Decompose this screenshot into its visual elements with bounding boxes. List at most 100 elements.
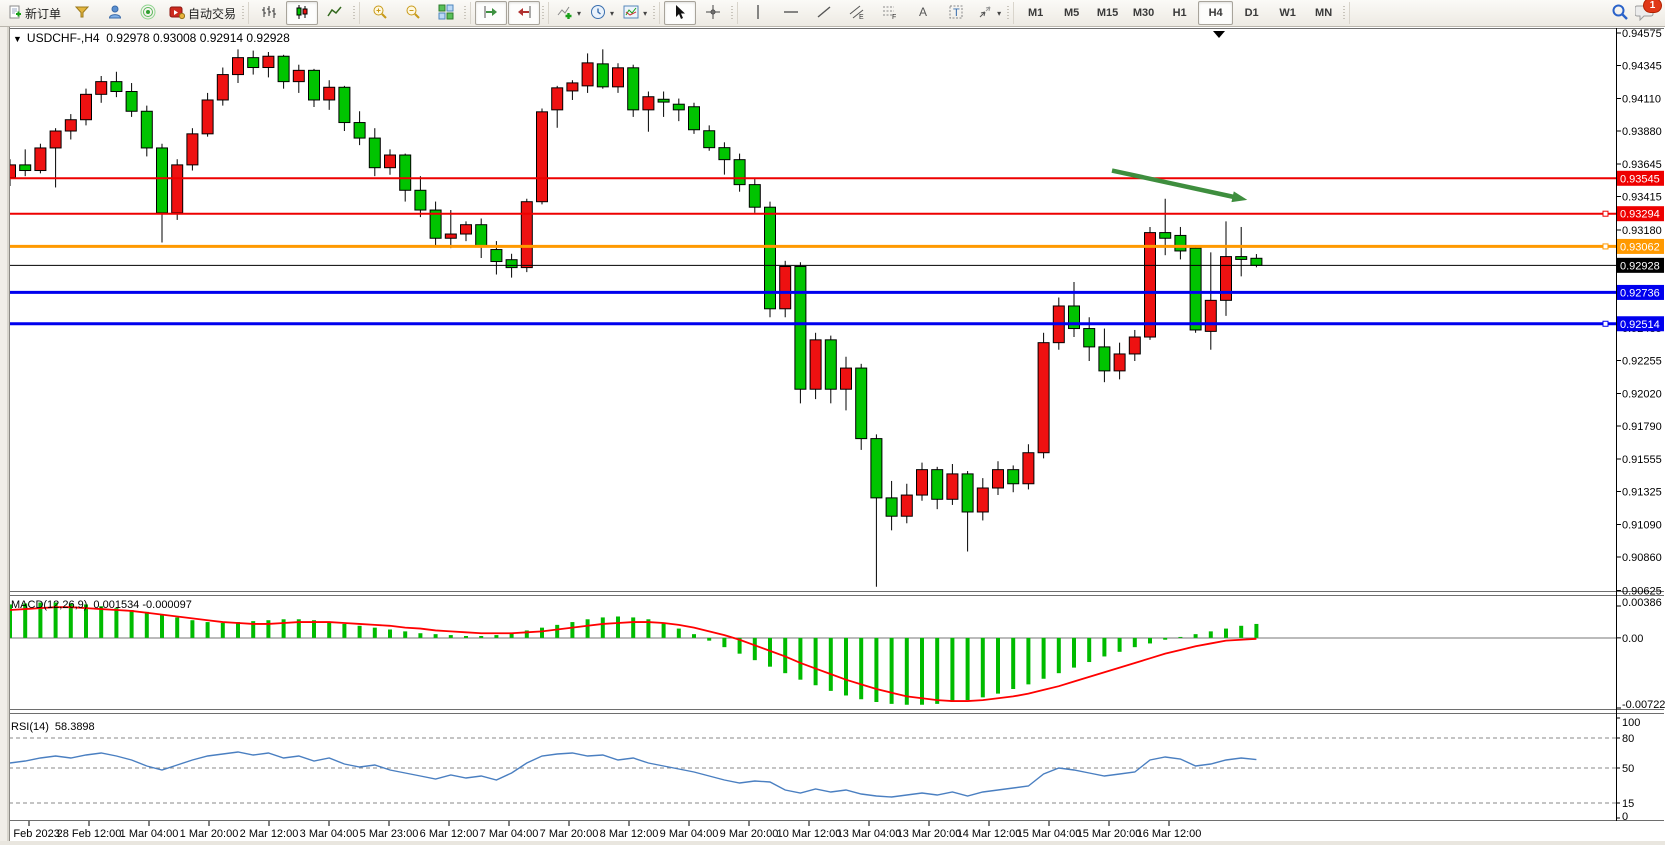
candle-body <box>156 147 168 214</box>
svg-text:0.92514: 0.92514 <box>1620 319 1660 331</box>
rsi-name: RSI(14) <box>11 721 49 733</box>
rsi-indicator-label: RSI(14) 58.3898 <box>11 721 95 733</box>
bar-chart-icon <box>261 4 277 23</box>
time-tick-label: 3 Mar 04:00 <box>300 828 359 840</box>
fibonacci-tool-button[interactable]: F <box>874 1 906 25</box>
zoom-out-button[interactable] <box>397 1 429 25</box>
candle-body <box>612 67 624 88</box>
candle-body <box>414 189 427 211</box>
price-tag: 0.93294 <box>1617 206 1664 222</box>
vertical-line-tool-button[interactable] <box>742 1 774 25</box>
line-handle[interactable] <box>1602 320 1609 327</box>
trendline-tool-button[interactable] <box>808 1 840 25</box>
candle-body <box>840 367 852 390</box>
price-tick-label: 0.93880 <box>1622 126 1662 138</box>
search-icon[interactable] <box>1611 3 1629 24</box>
crosshair-tool-button[interactable] <box>697 1 729 25</box>
time-tick-label: 14 Mar 12:00 <box>957 828 1022 840</box>
candle-body <box>353 122 366 139</box>
timeframe-h1-button[interactable]: H1 <box>1172 7 1187 19</box>
timeframe-m5-button[interactable]: M5 <box>1063 7 1080 19</box>
periods-button[interactable]: ▾ <box>586 1 618 25</box>
candle-body <box>946 473 959 500</box>
timeframe-h4-button[interactable]: H4 <box>1198 1 1234 25</box>
text-label-tool-button[interactable]: T <box>940 1 972 25</box>
price-tag: 0.92514 <box>1617 316 1664 332</box>
price-tick-label: 0.91090 <box>1622 520 1662 532</box>
candle-body <box>277 55 290 83</box>
time-tick-label: 16 Mar 12:00 <box>1137 828 1202 840</box>
candle-body <box>1068 305 1080 330</box>
indicators-dropdown-caret[interactable]: ▾ <box>577 8 582 18</box>
candle-body <box>1098 346 1111 372</box>
auto-scroll-icon <box>483 4 499 23</box>
zoom-in-button[interactable] <box>364 1 396 25</box>
candle-body <box>429 209 442 239</box>
price-tick-label: 0.93180 <box>1622 225 1662 237</box>
candlestick-mode-button[interactable] <box>286 1 319 25</box>
templates-dropdown-caret[interactable]: ▾ <box>643 8 648 18</box>
candle-body <box>931 469 944 500</box>
templates-button[interactable]: ▾ <box>619 1 651 25</box>
chart-shift-marker-icon[interactable] <box>1213 31 1225 38</box>
timeframe-mn-button[interactable]: MN <box>1315 7 1333 19</box>
price-axis[interactable]: 0.94575 0.94345 0.94110 0.93880 0.93645 0.934… <box>1616 28 1664 597</box>
candle-body <box>551 87 564 111</box>
candle-body <box>1189 247 1202 331</box>
channel-tool-button[interactable]: E <box>841 1 873 25</box>
candle-body <box>581 62 594 87</box>
cursor-tool-button[interactable] <box>664 1 697 25</box>
time-tick-label: 8 Mar 12:00 <box>600 828 659 840</box>
trend-arrow-object[interactable] <box>1111 168 1248 203</box>
candle-body <box>733 159 746 186</box>
candle-body <box>1235 256 1248 260</box>
time-tick-label: 2 Mar 12:00 <box>240 828 299 840</box>
toolbar-separator <box>730 2 739 24</box>
svg-text:F: F <box>892 14 896 20</box>
new-order-button[interactable]: 新订单 <box>4 1 65 25</box>
candle-body <box>536 111 548 203</box>
indicators-button[interactable]: ▾ <box>553 1 585 25</box>
line-handle[interactable] <box>1602 210 1609 217</box>
horizontal-line-tool-button[interactable] <box>775 1 807 25</box>
text-tool-button[interactable]: A <box>907 1 939 25</box>
toolbar-separator <box>1342 2 1351 24</box>
candle-body <box>80 93 92 121</box>
history-center-button[interactable] <box>66 1 98 25</box>
timeframe-m30-button[interactable]: M30 <box>1132 7 1155 19</box>
timeframe-m15-button[interactable]: M15 <box>1096 7 1119 19</box>
line-chart-mode-button[interactable] <box>319 1 351 25</box>
candle-body <box>125 91 138 112</box>
toolbar-separator <box>1006 2 1015 24</box>
chart-shift-icon <box>516 4 532 23</box>
rsi-axis-label: 80 <box>1622 733 1634 745</box>
vertical-line-icon <box>751 4 765 23</box>
candle-body <box>232 57 244 76</box>
periods-dropdown-caret[interactable]: ▾ <box>610 8 615 18</box>
auto-trading-icon <box>169 4 186 23</box>
timeframe-m1-button[interactable]: M1 <box>1027 7 1044 19</box>
chart-shift-button[interactable] <box>508 1 541 25</box>
candle-body <box>460 224 472 235</box>
rsi-axis-label: 50 <box>1622 763 1634 775</box>
candle-body <box>110 81 123 93</box>
bar-chart-mode-button[interactable] <box>253 1 285 25</box>
signal-button[interactable] <box>132 1 164 25</box>
auto-scroll-button[interactable] <box>475 1 508 25</box>
line-handle[interactable] <box>1602 243 1609 250</box>
arrows-tool-button[interactable]: ▾ <box>973 1 1005 25</box>
arrows-dropdown-caret[interactable]: ▾ <box>997 8 1002 18</box>
auto-trading-label: 自动交易 <box>188 6 237 21</box>
auto-trading-button[interactable]: 自动交易 <box>165 1 240 25</box>
price-tick-label: 0.91555 <box>1622 454 1662 466</box>
timeframe-d1-button[interactable]: D1 <box>1244 7 1259 19</box>
tile-windows-button[interactable] <box>430 1 462 25</box>
chevron-down-icon[interactable]: ▼ <box>13 34 22 44</box>
profile-button[interactable] <box>99 1 131 25</box>
candle-body <box>1037 342 1050 454</box>
timeframe-w1-button[interactable]: W1 <box>1279 7 1296 19</box>
candle-body <box>748 184 761 208</box>
notifications-button[interactable]: 1 <box>1634 0 1662 24</box>
